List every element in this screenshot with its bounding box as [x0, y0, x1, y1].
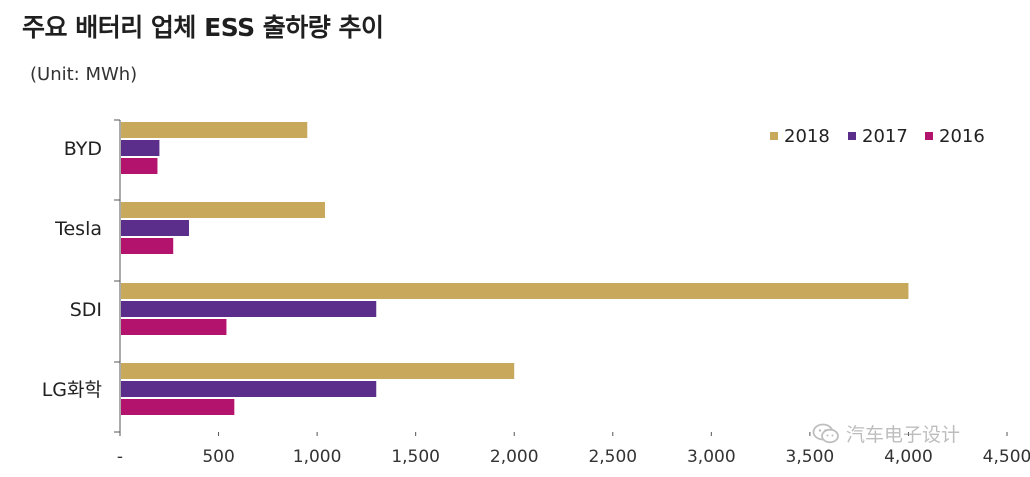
chart-bars — [121, 122, 909, 415]
bar-Tesla-2016 — [121, 238, 174, 254]
legend-swatch-2017 — [848, 132, 856, 140]
bar-LG화학-2018 — [121, 363, 515, 379]
bar-BYD-2017 — [121, 140, 160, 156]
x-tick-label: 4,500 — [983, 447, 1030, 467]
x-tick-label: 3,000 — [687, 447, 736, 467]
bar-Tesla-2017 — [121, 220, 189, 236]
category-label: BYD — [64, 138, 102, 160]
chart-unit-label: (Unit: MWh) — [30, 64, 138, 85]
x-tick-label: - — [117, 447, 123, 467]
legend-label-2018: 2018 — [784, 126, 830, 147]
bar-BYD-2016 — [121, 158, 158, 174]
bar-SDI-2017 — [121, 301, 377, 317]
legend-swatch-2018 — [770, 132, 778, 140]
category-labels: BYD Tesla SDI LG화학 — [42, 138, 102, 401]
x-tick-label: 1,000 — [293, 447, 342, 467]
category-label: LG화학 — [42, 379, 102, 401]
category-label: Tesla — [54, 218, 102, 240]
category-label: SDI — [70, 299, 102, 321]
x-tick-label: 2,000 — [490, 447, 539, 467]
bar-Tesla-2018 — [121, 202, 325, 218]
x-tick-label: 500 — [202, 447, 234, 467]
wechat-icon — [812, 423, 839, 443]
watermark: 汽车电子设计 — [812, 420, 960, 447]
watermark-text: 汽车电子设计 — [846, 424, 961, 446]
x-tick-label: 4,000 — [884, 447, 933, 467]
legend-label-2017: 2017 — [862, 126, 908, 147]
bar-BYD-2018 — [121, 122, 308, 138]
bar-LG화학-2016 — [121, 399, 235, 415]
chart-title: 주요 배터리 업체 ESS 출하량 추이 — [22, 13, 384, 42]
bar-SDI-2016 — [121, 319, 227, 335]
chart-axes — [114, 119, 1008, 436]
x-tick-labels: - 500 1,000 1,500 2,000 2,500 3,000 3,500 4,000 4… — [117, 447, 1030, 467]
x-tick-label: 3,500 — [786, 447, 835, 467]
legend-swatch-2016 — [925, 132, 933, 140]
chart-legend: 2018 2017 2016 — [770, 126, 985, 147]
bar-SDI-2018 — [121, 283, 909, 299]
x-tick-label: 2,500 — [588, 447, 637, 467]
x-tick-label: 1,500 — [391, 447, 440, 467]
legend-label-2016: 2016 — [939, 126, 985, 147]
bar-LG화학-2017 — [121, 381, 377, 397]
